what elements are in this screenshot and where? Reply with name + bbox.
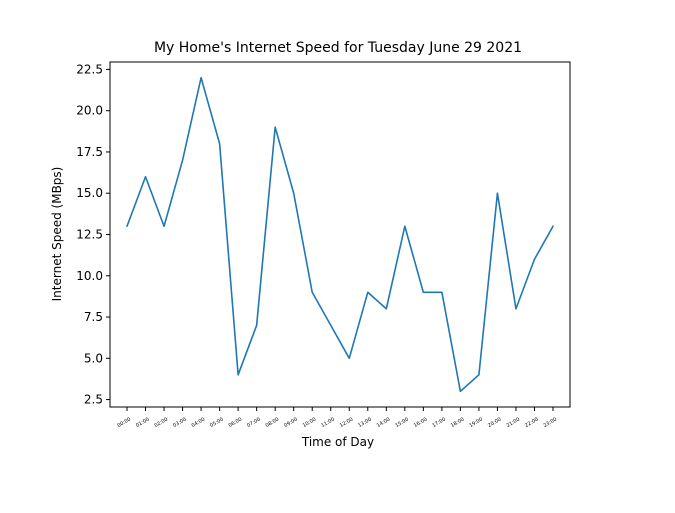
y-tick-label: 15.0 bbox=[76, 186, 103, 200]
x-tick-label: 00:00 bbox=[117, 417, 132, 429]
x-tick-label: 22:00 bbox=[524, 417, 539, 429]
series-line bbox=[126, 76, 554, 393]
x-tick-label: 11:00 bbox=[320, 417, 335, 429]
data-point bbox=[181, 159, 184, 162]
data-point bbox=[440, 291, 443, 294]
x-tick-label: 01:00 bbox=[135, 417, 150, 429]
series-layer bbox=[126, 76, 555, 393]
data-point bbox=[311, 291, 314, 294]
data-point bbox=[348, 357, 351, 360]
x-tick-label: 05:00 bbox=[209, 417, 224, 429]
data-point bbox=[163, 225, 166, 228]
data-point bbox=[144, 175, 147, 178]
data-point bbox=[422, 291, 425, 294]
x-axis-ticks: 00:00 01:00 02:00 03:00 04:00 05:00 06:00 07:00… bbox=[117, 407, 558, 429]
x-tick-label: 02:00 bbox=[154, 417, 169, 429]
y-tick-label: 22.5 bbox=[76, 62, 103, 76]
x-tick-label: 12:00 bbox=[339, 417, 354, 429]
data-point bbox=[459, 390, 462, 393]
data-point bbox=[274, 126, 277, 129]
x-tick-label: 04:00 bbox=[191, 417, 206, 429]
y-axis-title: Internet Speed (MBps) bbox=[50, 167, 64, 302]
y-tick-label: 2.5 bbox=[84, 393, 103, 407]
y-axis-ticks: 2.5 5.0 7.5 10.0 12.5 15.0 17.5 20.0 22.5 bbox=[76, 62, 110, 407]
y-tick-label: 10.0 bbox=[76, 269, 103, 283]
chart-title: My Home's Internet Speed for Tuesday Jun… bbox=[154, 40, 522, 56]
data-point bbox=[237, 373, 240, 376]
x-tick-label: 19:00 bbox=[468, 417, 483, 429]
x-tick-label: 07:00 bbox=[246, 417, 261, 429]
x-tick-label: 18:00 bbox=[450, 417, 465, 429]
data-point bbox=[552, 225, 555, 228]
plot-frame bbox=[109, 61, 571, 408]
x-tick-label: 09:00 bbox=[283, 417, 298, 429]
x-tick-label: 06:00 bbox=[228, 417, 243, 429]
y-tick-label: 5.0 bbox=[84, 351, 103, 365]
data-point bbox=[218, 142, 221, 145]
data-point bbox=[403, 225, 406, 228]
data-point bbox=[200, 76, 203, 79]
data-point bbox=[255, 324, 258, 327]
y-tick-label: 20.0 bbox=[76, 104, 103, 118]
x-tick-label: 10:00 bbox=[302, 417, 317, 429]
x-tick-label: 15:00 bbox=[394, 417, 409, 429]
data-point bbox=[385, 307, 388, 310]
data-point bbox=[292, 192, 295, 195]
data-point bbox=[329, 324, 332, 327]
x-tick-label: 08:00 bbox=[265, 417, 280, 429]
x-tick-label: 21:00 bbox=[505, 417, 520, 429]
x-tick-label: 14:00 bbox=[376, 417, 391, 429]
y-tick-label: 17.5 bbox=[76, 145, 103, 159]
data-point bbox=[496, 192, 499, 195]
data-point bbox=[126, 225, 129, 228]
x-tick-label: 16:00 bbox=[413, 417, 428, 429]
x-tick-label: 23:00 bbox=[543, 417, 558, 429]
x-axis-title: Time of Day bbox=[301, 435, 374, 449]
data-point bbox=[477, 373, 480, 376]
y-tick-label: 12.5 bbox=[76, 228, 103, 242]
data-point bbox=[533, 258, 536, 261]
data-point bbox=[366, 291, 369, 294]
data-point bbox=[514, 307, 517, 310]
y-tick-label: 7.5 bbox=[84, 310, 103, 324]
x-tick-label: 13:00 bbox=[357, 417, 372, 429]
x-tick-label: 03:00 bbox=[172, 417, 187, 429]
x-tick-label: 20:00 bbox=[487, 417, 502, 429]
x-tick-label: 17:00 bbox=[431, 417, 446, 429]
